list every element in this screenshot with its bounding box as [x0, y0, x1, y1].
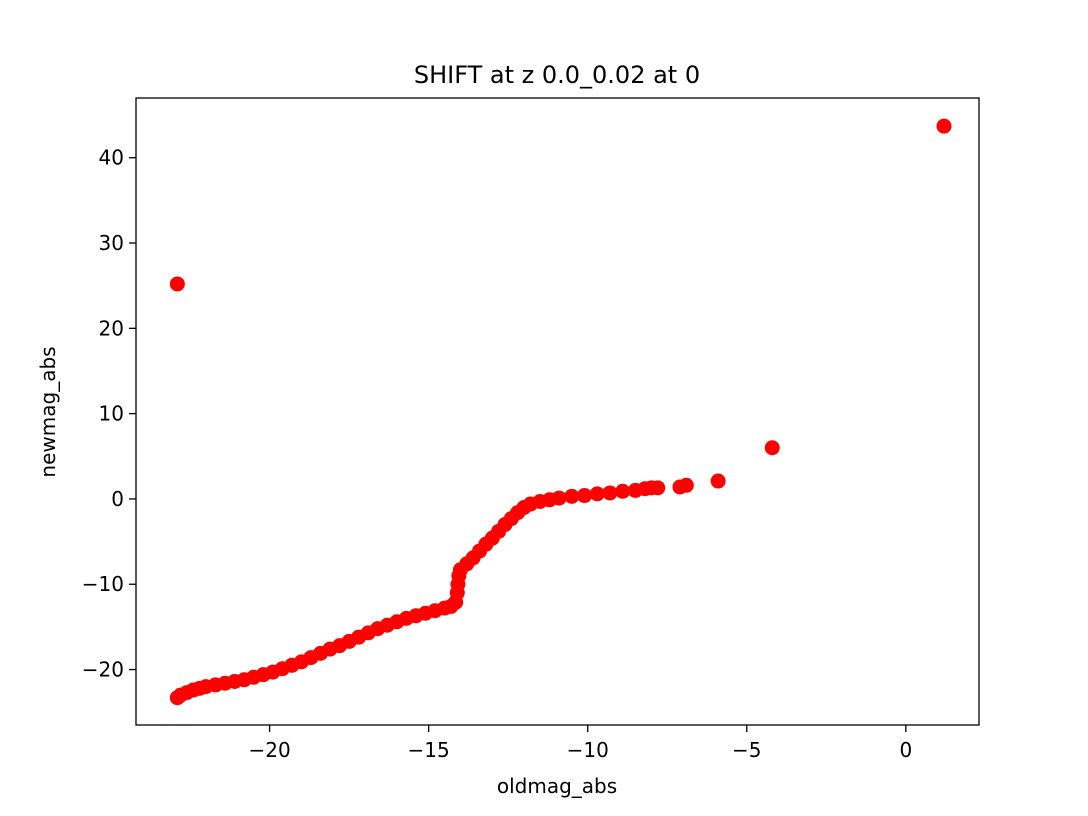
chart-title: SHIFT at z 0.0_0.02 at 0 — [414, 61, 700, 89]
y-tick-label: 20 — [99, 316, 124, 340]
data-point — [650, 480, 666, 496]
y-tick-label: 0 — [111, 487, 124, 511]
x-axis-label: oldmag_abs — [497, 774, 617, 798]
data-point — [710, 473, 726, 489]
x-tick-label: −20 — [248, 738, 290, 762]
plot-frame — [135, 97, 980, 726]
data-point — [602, 485, 618, 501]
x-tick-label: 0 — [899, 738, 912, 762]
data-point — [589, 486, 605, 502]
x-axis: −20 −15 −10 −5 0 — [248, 725, 912, 762]
data-point — [936, 118, 952, 134]
x-tick-label: −15 — [408, 738, 450, 762]
x-tick-label: −10 — [567, 738, 609, 762]
data-point — [577, 488, 593, 504]
y-axis: −20 −10 0 10 20 30 40 — [82, 146, 136, 682]
data-point — [564, 488, 580, 504]
data-point — [169, 276, 185, 292]
data-point — [678, 477, 694, 493]
y-tick-label: −10 — [82, 572, 124, 596]
y-axis-label: newmag_abs — [36, 346, 60, 477]
data-point — [615, 483, 631, 499]
y-tick-label: −20 — [82, 658, 124, 682]
data-point — [764, 440, 780, 456]
y-tick-label: 40 — [99, 146, 124, 170]
x-tick-label: −5 — [732, 738, 761, 762]
points-layer — [169, 118, 952, 706]
data-point — [551, 490, 567, 506]
y-tick-label: 30 — [99, 231, 124, 255]
y-tick-label: 10 — [99, 402, 124, 426]
